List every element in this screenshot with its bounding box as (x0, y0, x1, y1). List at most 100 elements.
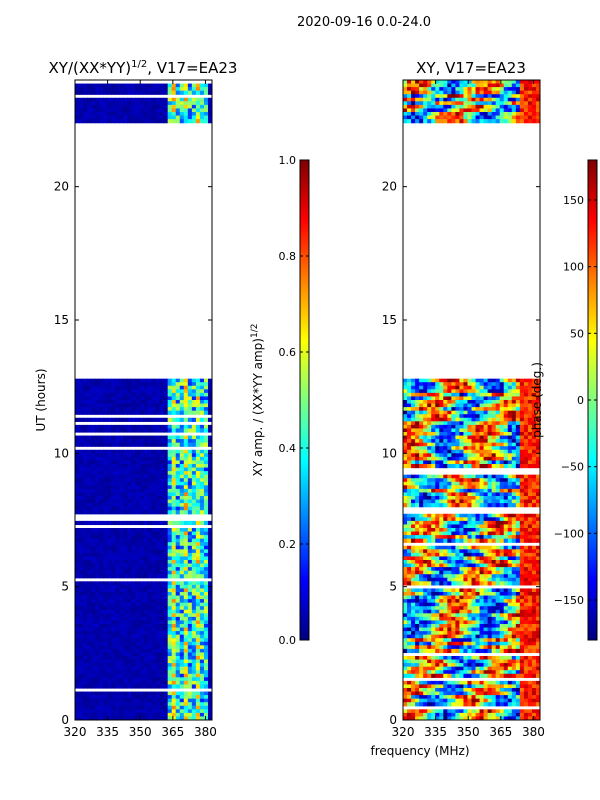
heatmap-cell (119, 417, 124, 422)
heatmap-cell (171, 83, 177, 88)
heatmap-cell (515, 449, 521, 454)
heatmap-cell (499, 453, 505, 458)
heatmap-cell (163, 616, 169, 622)
heatmap-cell (415, 442, 420, 447)
heatmap-cell (479, 456, 485, 462)
heatmap-cell (527, 474, 533, 479)
heatmap-cell (111, 488, 116, 494)
heatmap-cell (123, 556, 128, 561)
heatmap-cell (99, 620, 104, 625)
heatmap-cell (131, 385, 137, 390)
heatmap-cell (95, 648, 100, 654)
heatmap-cell (191, 439, 197, 444)
heatmap-cell (207, 428, 212, 433)
heatmap-cell (127, 97, 133, 102)
heatmap-cell (411, 456, 416, 462)
heatmap-cell (519, 83, 525, 88)
heatmap-cell (187, 488, 193, 494)
heatmap-cell (519, 97, 525, 102)
heatmap-cell (87, 535, 92, 540)
heatmap-cell (79, 552, 84, 558)
heatmap-cell (87, 652, 92, 657)
heatmap-cell (131, 659, 137, 664)
heatmap-cell (127, 556, 133, 561)
heatmap-cell (131, 616, 137, 622)
heatmap-cell (403, 496, 408, 501)
heatmap-cell (75, 663, 80, 668)
heatmap-cell (187, 631, 193, 636)
heatmap-cell (191, 499, 197, 504)
heatmap-cell (83, 115, 88, 120)
heatmap-cell (127, 670, 133, 675)
heatmap-cell (159, 545, 165, 550)
heatmap-cell (91, 528, 96, 533)
heatmap-cell (139, 403, 145, 408)
heatmap-cell (159, 581, 165, 586)
heatmap-cell (163, 712, 169, 718)
heatmap-cell (503, 108, 509, 113)
heatmap-cell (139, 97, 145, 102)
heatmap-cell (151, 588, 157, 593)
heatmap-cell (479, 499, 485, 504)
heatmap-cell (191, 115, 197, 120)
heatmap-cell (107, 602, 112, 607)
heatmap-cell (99, 389, 104, 394)
heatmap-cell (75, 510, 80, 515)
heatmap-cell (203, 392, 209, 398)
heatmap-cell (99, 535, 104, 540)
heatmap-cell (155, 645, 161, 650)
heatmap-cell (443, 94, 448, 99)
heatmap-cell (195, 478, 201, 483)
heatmap-cell (163, 545, 169, 550)
heatmap-cell (187, 112, 193, 117)
heatmap-cell (119, 528, 124, 533)
heatmap-cell (207, 659, 212, 664)
heatmap-cell (491, 90, 497, 95)
heatmap-cell (403, 403, 408, 408)
heatmap-cell (455, 389, 461, 394)
heatmap-cell (523, 101, 529, 106)
heatmap-cell (107, 488, 112, 494)
heatmap-cell (443, 414, 448, 419)
heatmap-cell (203, 424, 209, 430)
heatmap-cell (167, 481, 173, 486)
heatmap-cell (123, 392, 128, 398)
heatmap-cell (415, 424, 420, 430)
heatmap-cell (475, 382, 481, 387)
heatmap-cell (407, 428, 412, 433)
heatmap-cell (515, 410, 521, 415)
heatmap-cell (503, 90, 509, 95)
heatmap-cell (87, 474, 92, 479)
heatmap-cell (207, 496, 212, 501)
heatmap-cell (103, 90, 108, 95)
heatmap-cell (207, 460, 212, 465)
heatmap-cell (191, 104, 197, 110)
heatmap-cell (103, 616, 108, 622)
heatmap-cell (75, 563, 80, 568)
heatmap-cell (455, 456, 461, 462)
heatmap-cell (155, 496, 161, 501)
heatmap-cell (139, 467, 145, 472)
heatmap-cell (419, 417, 424, 422)
heatmap-cell (443, 382, 448, 387)
heatmap-cell (183, 595, 189, 600)
heatmap-cell (167, 641, 173, 646)
heatmap-cell (99, 471, 104, 476)
heatmap-cell (79, 396, 84, 401)
heatmap-cell (107, 627, 112, 632)
heatmap-cell (95, 684, 100, 689)
heatmap-cell (127, 606, 133, 611)
heatmap-cell (483, 424, 489, 430)
heatmap-cell (131, 584, 137, 590)
heatmap-cell (499, 513, 505, 518)
heatmap-cell (191, 542, 197, 547)
heatmap-cell (503, 460, 509, 465)
heatmap-cell (83, 659, 88, 664)
heatmap-cell (139, 449, 145, 454)
heatmap-cell (203, 709, 209, 714)
heatmap-cell (123, 624, 128, 629)
heatmap-cell (163, 531, 169, 536)
heatmap-cell (535, 104, 540, 110)
heatmap-cell (439, 101, 444, 106)
heatmap-cell (451, 378, 456, 383)
